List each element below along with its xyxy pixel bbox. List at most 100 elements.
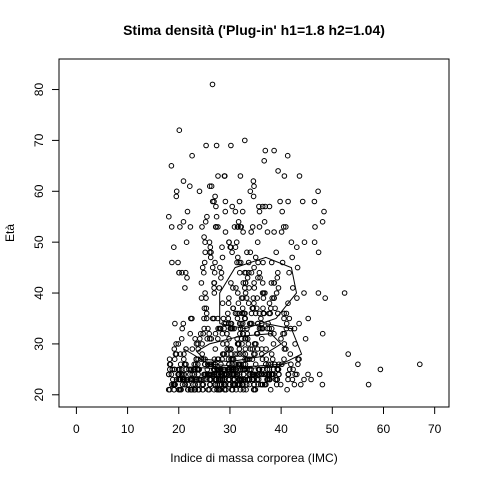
data-point: [216, 325, 223, 332]
data-point: [250, 193, 257, 200]
data-point: [220, 315, 227, 322]
data-point: [240, 351, 246, 357]
data-point: [213, 224, 219, 230]
y-tick-label: 60: [32, 184, 46, 198]
data-point: [246, 320, 253, 327]
data-point: [275, 168, 281, 174]
data-point: [311, 239, 318, 245]
data-point: [177, 361, 184, 368]
data-point: [253, 330, 260, 337]
y-axis-label: Età: [3, 224, 17, 242]
x-tick-label: 60: [377, 422, 391, 436]
data-point: [294, 244, 300, 250]
data-points: [165, 81, 423, 393]
data-point: [195, 361, 201, 368]
data-point: [187, 183, 193, 189]
data-point: [197, 376, 203, 383]
data-point: [223, 320, 229, 327]
data-point: [283, 224, 289, 230]
data-point: [259, 280, 266, 286]
data-point: [241, 315, 248, 322]
data-point: [268, 325, 275, 332]
data-point: [377, 366, 384, 373]
data-point: [172, 381, 178, 388]
data-point: [254, 376, 261, 383]
data-point: [281, 356, 287, 363]
data-point: [242, 290, 249, 296]
data-point: [173, 351, 180, 357]
data-point: [252, 386, 258, 393]
data-point: [230, 376, 236, 383]
data-point: [273, 381, 280, 388]
data-point: [365, 381, 372, 388]
data-point: [207, 376, 213, 383]
data-point: [237, 386, 244, 393]
data-point: [196, 188, 203, 195]
data-point: [199, 264, 206, 271]
data-point: [256, 203, 262, 210]
data-point: [283, 310, 290, 317]
data-point: [252, 254, 259, 261]
data-point: [239, 381, 245, 388]
data-point: [239, 305, 246, 312]
data-point: [199, 381, 205, 388]
data-point: [202, 249, 208, 256]
data-point: [226, 346, 232, 352]
data-point: [177, 386, 184, 393]
data-point: [272, 376, 279, 383]
data-point: [251, 280, 257, 286]
data-point: [219, 376, 225, 383]
data-point: [169, 366, 176, 373]
data-point: [261, 158, 268, 164]
data-point: [274, 275, 281, 281]
data-point: [192, 336, 198, 342]
data-point: [267, 310, 274, 317]
data-point: [283, 320, 290, 327]
y-tick-label: 30: [32, 337, 46, 351]
data-point: [225, 315, 232, 322]
data-point: [182, 269, 189, 276]
data-point: [232, 351, 238, 357]
y-tick-label: 80: [32, 83, 46, 97]
data-point: [237, 259, 244, 266]
data-point: [289, 254, 296, 261]
data-point: [242, 137, 248, 144]
data-point: [278, 229, 285, 235]
data-point: [249, 320, 255, 327]
data-point: [219, 254, 226, 261]
data-point: [177, 224, 183, 230]
data-point: [221, 376, 228, 383]
data-point: [222, 198, 229, 205]
data-point: [281, 315, 287, 322]
data-point: [215, 173, 221, 179]
data-point: [218, 269, 225, 276]
data-point: [286, 315, 293, 322]
density-contours: [183, 256, 303, 370]
data-point: [195, 341, 201, 347]
data-point: [244, 336, 251, 342]
data-point: [247, 346, 254, 352]
data-point: [224, 351, 230, 357]
data-point: [171, 386, 177, 393]
data-point: [249, 224, 256, 230]
data-point: [211, 285, 217, 291]
data-point: [260, 310, 267, 317]
data-point: [192, 381, 198, 388]
data-point: [249, 305, 256, 312]
data-point: [315, 290, 322, 296]
data-point: [216, 386, 223, 393]
data-point: [302, 336, 309, 342]
data-point: [262, 290, 268, 296]
data-point: [265, 376, 271, 383]
data-point: [240, 386, 247, 393]
data-point: [250, 371, 257, 378]
data-point: [230, 305, 236, 312]
data-point: [279, 259, 286, 266]
data-point: [319, 330, 326, 337]
data-point: [291, 381, 298, 388]
data-point: [181, 356, 187, 363]
data-point: [288, 239, 295, 245]
data-point: [259, 381, 266, 388]
data-point: [247, 188, 254, 195]
data-point: [171, 244, 177, 250]
